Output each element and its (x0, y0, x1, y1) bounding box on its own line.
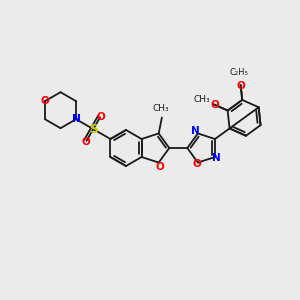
Text: CH₃: CH₃ (194, 95, 211, 104)
Text: O: O (97, 112, 105, 122)
Text: O: O (155, 162, 164, 172)
Text: C₂H₅: C₂H₅ (230, 68, 249, 77)
Text: N: N (72, 114, 80, 124)
Text: O: O (210, 100, 219, 110)
Text: O: O (40, 96, 49, 106)
Text: N: N (212, 153, 220, 163)
Text: O: O (193, 159, 201, 169)
Text: N: N (191, 126, 200, 136)
Text: O: O (236, 81, 245, 91)
Text: CH₃: CH₃ (153, 103, 169, 112)
Text: O: O (81, 136, 90, 146)
Text: N: N (72, 114, 80, 124)
Text: S: S (89, 123, 98, 136)
